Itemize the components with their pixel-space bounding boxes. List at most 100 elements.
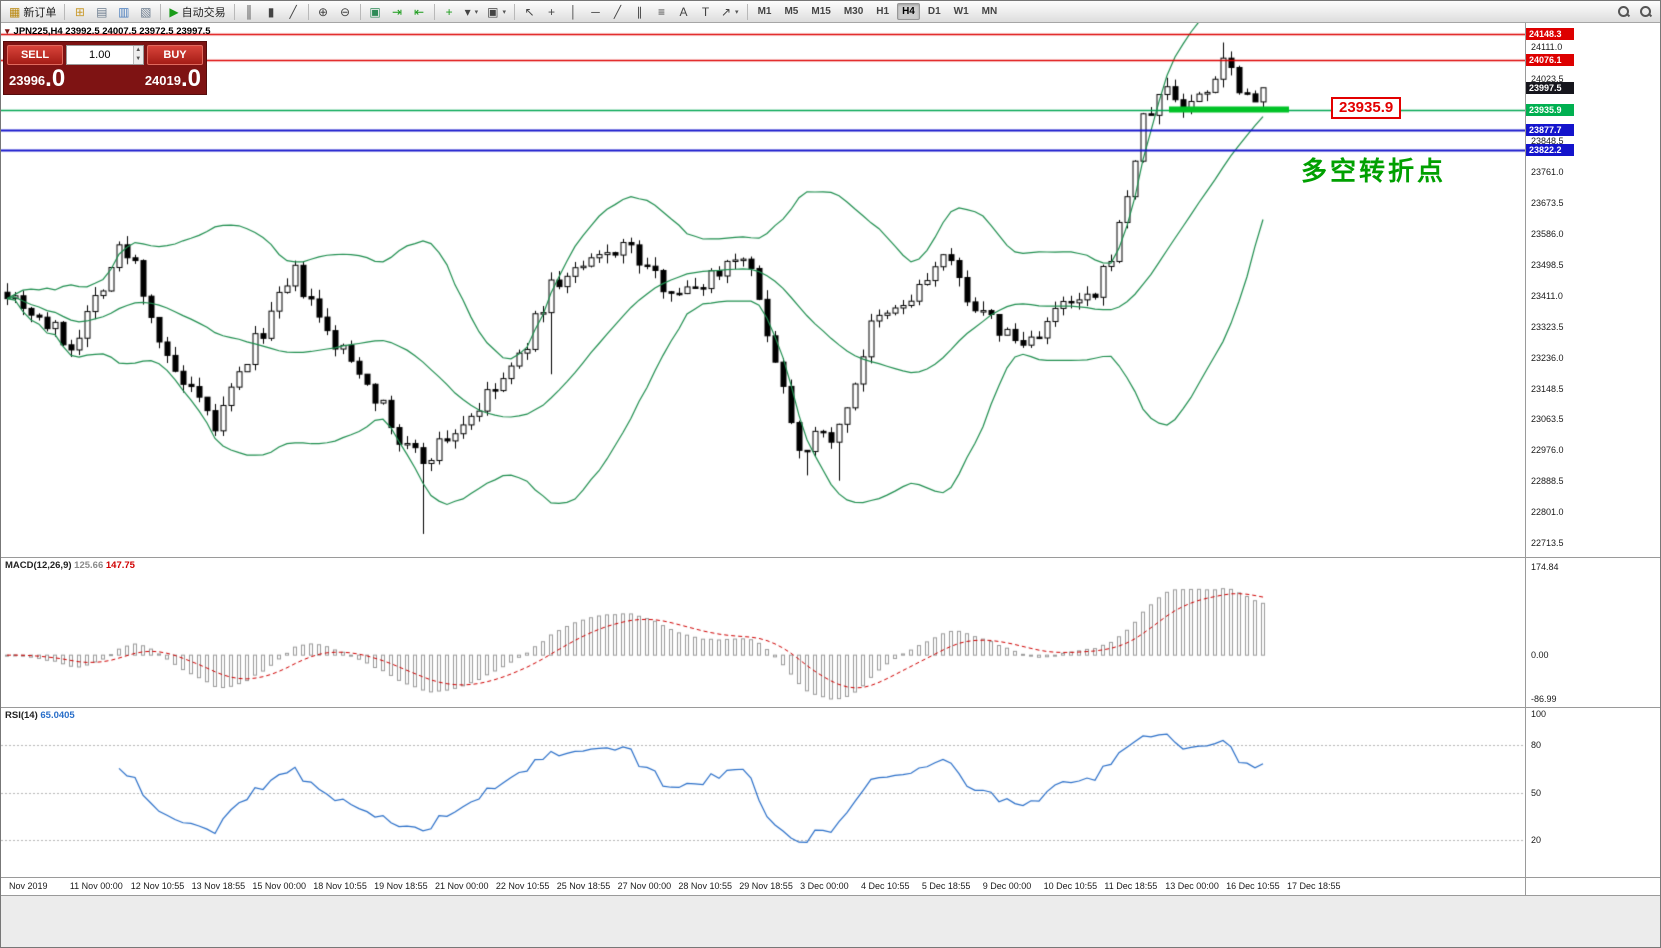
time-axis-label: 19 Nov 18:55 <box>374 881 428 891</box>
price-level-badge: 23877.7 <box>1526 124 1574 137</box>
zoom-in-button[interactable]: ⊕ <box>313 2 334 21</box>
volume-stepper: ▲ ▼ <box>132 46 143 64</box>
bar-chart-button[interactable]: ║ <box>239 2 260 21</box>
price-callout-label[interactable]: 23935.9 <box>1331 97 1402 119</box>
volume-decrease-button[interactable]: ▼ <box>133 55 143 64</box>
timeframe-w1-button[interactable]: W1 <box>953 6 969 17</box>
ask-price-button[interactable]: 24019.0 <box>145 67 201 91</box>
timeframe-mn-button[interactable]: MN <box>981 6 998 17</box>
horizontal-line-button[interactable]: ─ <box>585 2 606 21</box>
timeframe-d1-button[interactable]: D1 <box>927 6 941 17</box>
auto-scroll-icon: ⇥ <box>392 4 403 19</box>
trendline-button[interactable]: ╱ <box>607 2 628 21</box>
zoom-in-icon: ⊕ <box>318 4 329 19</box>
timeframe-h4-button[interactable]: H4 <box>897 3 920 20</box>
new-order-button-label: 新订单 <box>23 6 57 19</box>
profiles-icon: ▤ <box>96 4 108 19</box>
fibonacci-icon: ≡ <box>657 4 665 19</box>
time-axis-label: 12 Nov 10:55 <box>130 881 185 891</box>
candlestick-chart-button[interactable]: ▮ <box>261 2 282 21</box>
macd-tick-label: 174.84 <box>1531 562 1559 573</box>
timeframe-m15-button[interactable]: M15 <box>811 6 831 17</box>
cursor-button[interactable]: ↖ <box>519 2 540 21</box>
timeframe-m5-button[interactable]: M5 <box>784 6 799 17</box>
rsi-value: 65.0405 <box>40 710 75 721</box>
buy-button[interactable]: BUY <box>147 45 203 65</box>
macd-tick-label: -86.99 <box>1531 693 1557 704</box>
panel-separator[interactable] <box>1 707 1660 708</box>
market-watch-button[interactable]: ▥ <box>113 2 134 21</box>
price-level-badge: 23997.5 <box>1526 81 1574 94</box>
zoom-out-button[interactable]: ⊖ <box>335 2 356 21</box>
time-axis-label: 13 Dec 00:00 <box>1165 881 1219 891</box>
tile-windows-button[interactable]: ▣ <box>365 2 386 21</box>
price-tick-label: 23848.5 <box>1531 135 1564 146</box>
price-tick-label: 23063.5 <box>1531 414 1564 425</box>
arrows-button[interactable]: ↗ ▾ <box>717 2 743 21</box>
bid-price-button[interactable]: 23996.0 <box>9 67 65 91</box>
price-tick-label: 22713.5 <box>1531 538 1564 549</box>
panel-separator[interactable] <box>1 877 1660 878</box>
price-chart-canvas[interactable] <box>1 23 1525 557</box>
new-order-button[interactable]: ▦ 新订单 <box>5 2 60 21</box>
rsi-tick-label: 80 <box>1531 740 1542 751</box>
channel-button[interactable]: ∥ <box>629 2 650 21</box>
timeframe-m30-button[interactable]: M30 <box>843 6 864 17</box>
rsi-panel-canvas[interactable] <box>1 708 1525 877</box>
chevron-down-icon: ▾ <box>502 8 506 16</box>
indicators-button[interactable]: + <box>439 2 460 21</box>
chart-shift-button[interactable]: ⇤ <box>409 2 430 21</box>
autotrading-button[interactable]: ▶ 自动交易 <box>165 2 229 21</box>
label-icon: T <box>701 4 710 19</box>
data-window-icon: ▧ <box>140 4 152 19</box>
time-axis-label: 3 Dec 00:00 <box>800 881 849 891</box>
text-button[interactable]: A <box>673 2 694 21</box>
price-tick-label: 23586.0 <box>1531 228 1564 239</box>
time-axis-label: 29 Nov 18:55 <box>739 881 793 891</box>
price-level-badge: 23935.9 <box>1526 103 1574 116</box>
timeframe-m1-button[interactable]: M1 <box>757 6 772 17</box>
templates-icon: ▣ <box>487 4 499 19</box>
price-tick-label: 24111.0 <box>1531 42 1563 53</box>
auto-scroll-button[interactable]: ⇥ <box>387 2 408 21</box>
tile-windows-icon: ▣ <box>369 4 381 19</box>
macd-signal-value: 147.75 <box>105 560 135 571</box>
time-axis-label: 10 Dec 10:55 <box>1043 881 1098 891</box>
crosshair-button[interactable]: + <box>541 2 562 21</box>
chevron-down-icon: ▾ <box>735 8 739 16</box>
macd-panel-canvas[interactable] <box>1 558 1525 707</box>
fibonacci-button[interactable]: ≡ <box>651 2 672 21</box>
macd-name: MACD(12,26,9) <box>5 560 72 571</box>
panel-separator[interactable] <box>1 557 1660 558</box>
price-tick-label: 23148.5 <box>1531 383 1564 394</box>
price-tick-label: 23323.5 <box>1531 321 1564 332</box>
search-symbol-button[interactable] <box>1613 2 1634 21</box>
time-axis[interactable] <box>1 878 1525 895</box>
data-window-button[interactable]: ▧ <box>135 2 156 21</box>
volume-input[interactable] <box>67 46 133 64</box>
periods-button[interactable]: ▾ ▾ <box>461 2 483 21</box>
volume-increase-button[interactable]: ▲ <box>133 46 143 55</box>
profiles-button[interactable]: ▤ <box>91 2 112 21</box>
arrows-icon: ↗ <box>720 4 732 19</box>
rsi-tick-label: 100 <box>1531 709 1547 719</box>
time-axis-label: 18 Nov 10:55 <box>313 881 367 891</box>
templates-button[interactable]: ▣ ▾ <box>483 2 510 21</box>
one-click-collapse-button[interactable]: ▾ <box>5 26 10 36</box>
label-button[interactable]: T <box>695 2 716 21</box>
status-bar <box>1 895 1660 947</box>
chart-search-button[interactable] <box>1635 2 1656 21</box>
price-level-badge: 23822.2 <box>1526 143 1574 156</box>
timeframe-h1-button[interactable]: H1 <box>876 6 890 17</box>
line-chart-button[interactable]: ╱ <box>283 2 304 21</box>
toolbar-separator <box>64 3 66 20</box>
chart-annotation-text[interactable]: 多空转折点 <box>1301 156 1447 186</box>
channel-icon: ∥ <box>636 4 643 19</box>
bid-price-main: 23996 <box>9 73 46 88</box>
new-chart-button[interactable]: ⊞ <box>69 2 90 21</box>
vertical-line-button[interactable]: │ <box>563 2 584 21</box>
price-tick-label: 23673.5 <box>1531 197 1564 208</box>
rsi-tick-label: 20 <box>1531 834 1542 845</box>
toolbar-separator <box>513 3 515 20</box>
sell-button[interactable]: SELL <box>7 45 63 65</box>
